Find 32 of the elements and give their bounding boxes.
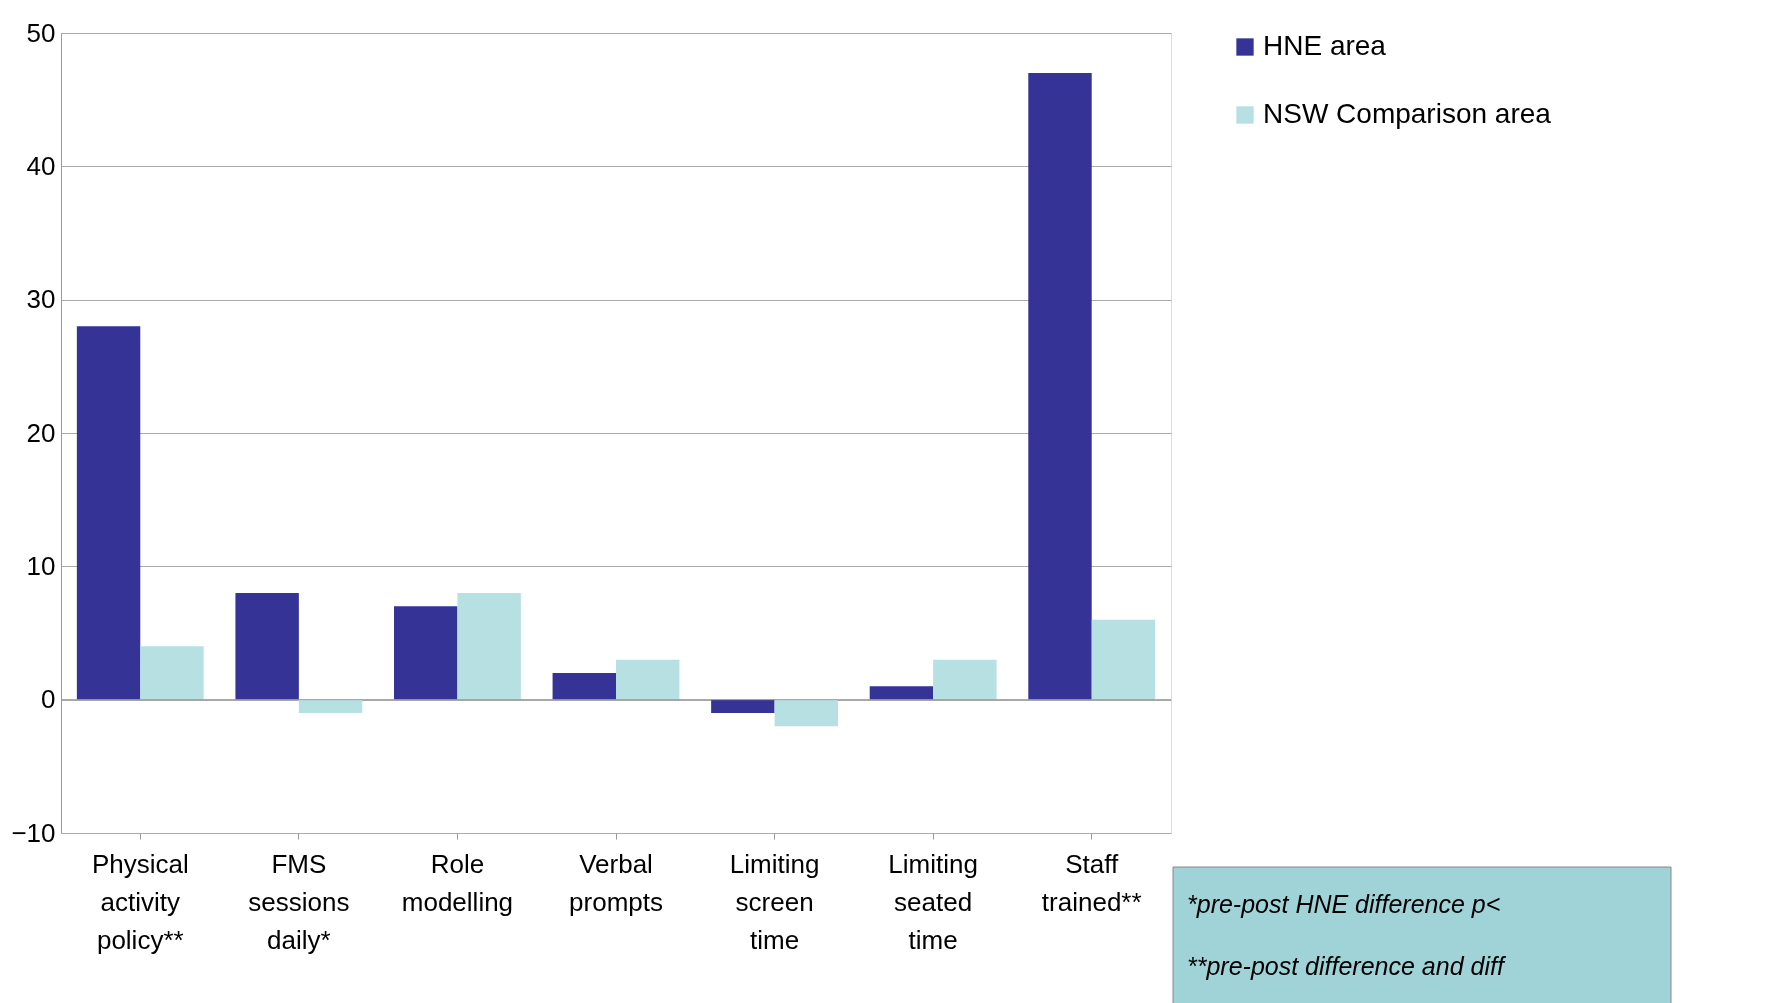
x-tick-label: Limiting screen time <box>729 848 820 955</box>
y-tick-label: 10 <box>26 550 56 581</box>
bar <box>1091 619 1156 700</box>
bar <box>1028 73 1092 700</box>
bar <box>457 593 521 700</box>
x-tick-label: Limiting seated time <box>888 848 978 955</box>
text: **pre-post difference and diff <box>1187 952 1507 980</box>
y-tick-label: 40 <box>26 150 56 181</box>
bar <box>869 686 934 700</box>
bar <box>552 673 616 700</box>
x-tick-label: Physical activity policy** <box>91 848 189 955</box>
text: *pre-post HNE difference p< <box>1187 890 1501 918</box>
bar <box>298 699 363 713</box>
bar <box>933 659 997 700</box>
bar <box>616 659 680 700</box>
bar <box>774 699 838 727</box>
y-tick-label: 20 <box>26 417 56 448</box>
y-tick-label: 50 <box>26 17 56 48</box>
x-tick-label: Verbal prompts <box>569 848 663 917</box>
y-tick-label: 30 <box>26 284 56 315</box>
bar <box>711 699 775 713</box>
x-tick-label: FMS sessions daily* <box>248 848 350 955</box>
legend-label: NSW Comparison area <box>1263 98 1552 129</box>
bar <box>140 646 204 700</box>
bar <box>394 606 458 700</box>
x-tick-label: Role modelling <box>401 848 514 917</box>
y-tick-label: −10 <box>11 817 56 848</box>
legend-label: HNE area <box>1263 30 1387 61</box>
bar <box>235 593 299 700</box>
bar <box>76 326 141 700</box>
y-tick-label: 0 <box>41 684 56 715</box>
x-tick-label: Staff trained** <box>1041 848 1142 917</box>
